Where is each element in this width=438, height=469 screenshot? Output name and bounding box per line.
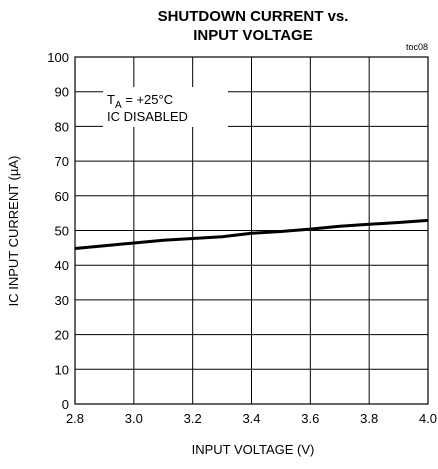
x-tick-label: 3.4 [242,411,260,426]
y-tick-label: 90 [55,85,69,100]
y-tick-label: 100 [47,50,69,65]
figure-reference: toc08 [406,42,428,52]
x-axis-label: INPUT VOLTAGE (V) [192,442,315,457]
y-tick-label: 0 [62,397,69,412]
x-tick-label: 3.8 [360,411,378,426]
y-tick-label: 60 [55,189,69,204]
y-tick-label: 30 [55,293,69,308]
x-tick-label: 3.0 [125,411,143,426]
annotation-condition: IC DISABLED [107,109,188,124]
y-tick-label: 20 [55,328,69,343]
annotation-t-value: = +25°C [122,92,173,107]
x-tick-label: 3.2 [184,411,202,426]
chart-title-line2: INPUT VOLTAGE [193,27,312,44]
y-axis-label: IC INPUT CURRENT (µA) [6,156,21,307]
y-tick-label: 50 [55,224,69,239]
y-tick-label: 40 [55,258,69,273]
x-tick-label: 4.0 [419,411,437,426]
chart-title-line1: SHUTDOWN CURRENT vs. [158,8,349,25]
y-tick-label: 70 [55,154,69,169]
y-tick-label: 80 [55,119,69,134]
x-tick-label: 2.8 [66,411,84,426]
y-tick-label: 10 [55,362,69,377]
x-tick-label: 3.6 [301,411,319,426]
annotation-t-symbol: T [107,92,115,107]
